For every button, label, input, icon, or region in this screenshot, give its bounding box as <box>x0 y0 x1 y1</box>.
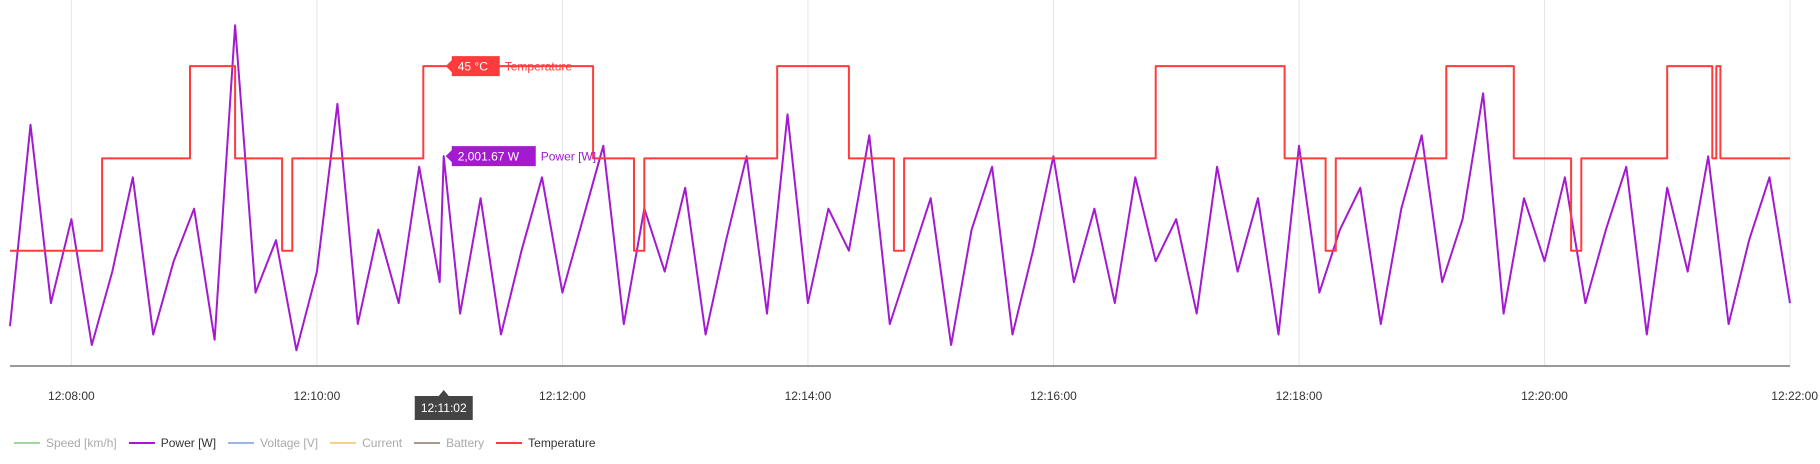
x-tick-label: 12:10:00 <box>294 389 341 403</box>
x-tick-label: 12:18:00 <box>1276 389 1323 403</box>
legend-swatch <box>414 442 441 444</box>
legend-label: Voltage [V] <box>260 436 319 450</box>
legend-swatch <box>228 442 255 444</box>
tooltip-flag <box>445 146 536 167</box>
series-layer <box>9 24 1791 352</box>
chart[interactable]: 12:08:00 12:10:00 12:12:00 12:14:00 12:16:00… <box>0 0 1820 432</box>
x-tick-label: 12:16:00 <box>1030 389 1077 403</box>
legend-label: Current <box>362 436 403 450</box>
legend-label: Speed [km/h] <box>46 436 117 450</box>
x-tick-label: 12:22:00 <box>1771 389 1818 403</box>
x-grid <box>70 0 1791 366</box>
legend-label: Temperature <box>528 436 596 450</box>
legend-label: Power [W] <box>160 436 217 450</box>
tooltip-value: 45 °C <box>458 60 488 74</box>
legend-swatch <box>496 442 523 444</box>
series-line-power-w <box>9 24 1791 352</box>
x-axis-ticks: 12:08:00 12:10:00 12:12:00 12:14:00 12:16:00… <box>48 389 1818 403</box>
crosshair-label-box <box>414 390 473 420</box>
crosshair-time-label: 12:11:02 <box>414 390 473 420</box>
legend-item-speed-km-h[interactable]: Speed [km/h] <box>14 436 117 450</box>
legend-item-temperature[interactable]: Temperature <box>496 436 596 450</box>
tooltip-label: Temperature <box>505 60 573 74</box>
x-tick-label: 12:20:00 <box>1521 389 1568 403</box>
legend-item-power-w[interactable]: Power [W] <box>128 436 217 450</box>
x-tick-label: 12:12:00 <box>539 389 586 403</box>
legend: Speed [km/h] Power [W] Voltage [V] Current B… <box>14 436 608 450</box>
tooltips: 2,001.67 W Power [W] 45 °C Temperature <box>445 56 596 167</box>
x-tick-label: 12:08:00 <box>48 389 95 403</box>
tooltip-flag <box>445 56 500 77</box>
tooltip-label: Power [W] <box>541 150 596 164</box>
legend-swatch <box>14 442 40 444</box>
crosshair-label-text: 12:11:02 <box>421 401 467 415</box>
tooltip-temperature: 45 °C Temperature <box>445 56 573 77</box>
legend-swatch <box>330 442 357 444</box>
x-tick-label: 12:14:00 <box>785 389 832 403</box>
series-line-temperature <box>10 65 1790 252</box>
legend-item-battery[interactable]: Battery <box>414 436 484 450</box>
legend-item-current[interactable]: Current <box>330 436 402 450</box>
tooltip-power-w: 2,001.67 W Power [W] <box>445 146 596 167</box>
legend-label: Battery <box>446 436 485 450</box>
legend-item-voltage-v[interactable]: Voltage [V] <box>228 436 318 450</box>
tooltip-value: 2,001.67 W <box>458 150 520 164</box>
legend-swatch <box>128 442 155 444</box>
